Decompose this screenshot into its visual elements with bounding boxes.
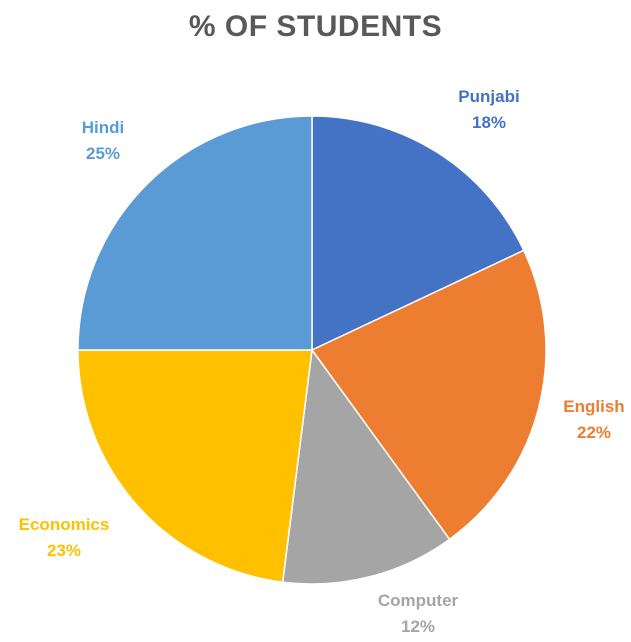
percent-label: 12% bbox=[401, 617, 435, 636]
data-label-economics: Economics 23% bbox=[19, 515, 110, 560]
chart-title: % OF STUDENTS bbox=[188, 10, 443, 43]
pie-slice-hindi bbox=[77, 115, 313, 351]
data-label-hindi: Hindi 25% bbox=[82, 118, 125, 163]
pie-slices bbox=[77, 115, 547, 585]
pie-slice-computer bbox=[281, 348, 451, 585]
pie-slice-economics bbox=[77, 349, 313, 583]
category-label: English bbox=[563, 397, 624, 416]
pie-slice-punjabi bbox=[311, 115, 525, 352]
data-label-computer: Computer 12% bbox=[378, 591, 459, 636]
data-label-punjabi: Punjabi 18% bbox=[458, 87, 519, 132]
pie-slice-english bbox=[310, 249, 547, 541]
pie-labels: Punjabi 18% English 22% Computer 12% Economics… bbox=[19, 87, 625, 636]
category-label: Economics bbox=[19, 515, 110, 534]
percent-label: 22% bbox=[577, 423, 611, 442]
percent-label: 25% bbox=[86, 144, 120, 163]
category-label: Punjabi bbox=[458, 87, 519, 106]
category-label: Hindi bbox=[82, 118, 125, 137]
data-label-english: English 22% bbox=[563, 397, 624, 442]
category-label: Computer bbox=[378, 591, 459, 610]
percent-label: 23% bbox=[47, 541, 81, 560]
percent-label: 18% bbox=[472, 113, 506, 132]
